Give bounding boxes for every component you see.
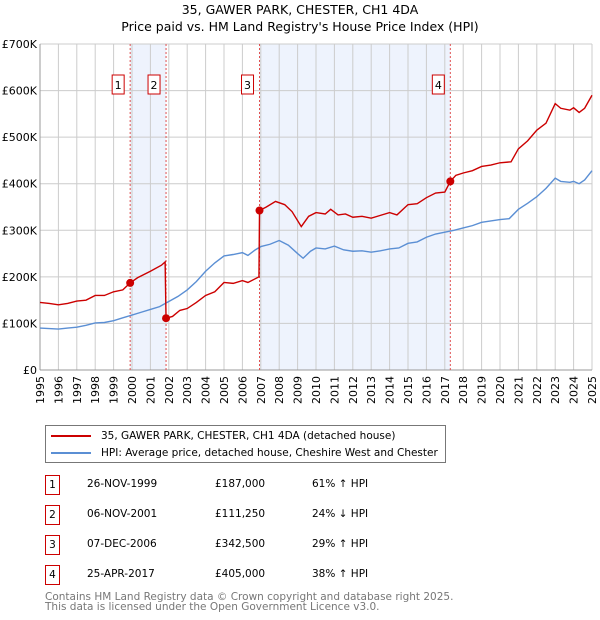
x-tick-label: 2017	[439, 376, 452, 404]
x-tick-label: 2012	[347, 376, 360, 404]
x-tick-label: 2010	[310, 376, 323, 404]
transaction-number: 4	[45, 565, 60, 585]
transaction-date: 07-DEC-2006	[87, 538, 157, 550]
x-tick-label: 2014	[384, 376, 397, 404]
x-tick-label: 2006	[236, 376, 249, 404]
x-tick-label: 1998	[89, 376, 102, 404]
legend-item-hpi: HPI: Average price, detached house, Ches…	[46, 445, 438, 461]
transaction-badge-label: 1	[115, 79, 122, 92]
transaction-point	[126, 278, 135, 287]
transaction-date: 26-NOV-1999	[87, 478, 158, 490]
x-tick-label: 2019	[476, 376, 489, 404]
x-tick-label: 2005	[218, 376, 231, 404]
transaction-price: £405,000	[215, 568, 266, 580]
transaction-number: 3	[45, 535, 60, 555]
chart-subtitle: Price paid vs. HM Land Registry's House …	[121, 19, 479, 34]
transaction-point	[255, 206, 264, 215]
transaction-hpi-diff: 38% ↑ HPI	[312, 568, 369, 580]
x-tick-label: 2001	[144, 376, 157, 404]
x-tick-label: 2013	[365, 376, 378, 404]
x-tick-label: 2007	[255, 376, 268, 404]
y-tick-label: £700K	[2, 38, 38, 51]
x-tick-label: 1995	[34, 376, 47, 404]
y-tick-label: £600K	[2, 85, 38, 98]
transaction-badge	[431, 74, 445, 95]
transaction-row: 1 26-NOV-1999 £187,000 61% ↑ HPI	[45, 475, 465, 495]
transaction-point	[446, 177, 455, 186]
transaction-row: 4 25-APR-2017 £405,000 38% ↑ HPI	[45, 565, 465, 585]
transaction-hpi-diff: 61% ↑ HPI	[312, 478, 369, 490]
y-tick-label: £200K	[2, 271, 38, 284]
x-tick-label: 2018	[457, 376, 470, 404]
transaction-badge	[147, 74, 161, 95]
x-tick-label: 2016	[420, 376, 433, 404]
legend-swatch-blue	[51, 452, 91, 454]
x-tick-label: 2002	[163, 376, 176, 404]
transaction-date: 25-APR-2017	[87, 568, 155, 580]
x-tick-label: 2004	[200, 376, 213, 404]
transaction-badge	[241, 74, 255, 95]
transaction-row: 3 07-DEC-2006 £342,500 29% ↑ HPI	[45, 535, 465, 555]
transaction-price: £342,500	[215, 538, 266, 550]
transaction-hpi-diff: 24% ↓ HPI	[312, 508, 369, 520]
transaction-point	[162, 314, 171, 323]
transaction-badge-label: 3	[244, 79, 251, 92]
x-tick-label: 2008	[273, 376, 286, 404]
y-tick-label: £400K	[2, 178, 38, 191]
x-tick-label: 2009	[292, 376, 305, 404]
shaded-period	[259, 44, 451, 370]
y-tick-label: £100K	[2, 317, 38, 330]
transaction-badge	[111, 74, 125, 95]
transaction-badge-label: 4	[435, 79, 442, 92]
transaction-number: 2	[45, 505, 60, 525]
y-tick-label: £500K	[2, 131, 38, 144]
x-tick-label: 2021	[512, 376, 525, 404]
property-price-line	[39, 94, 593, 320]
transaction-price: £187,000	[215, 478, 266, 490]
price-chart: 1995 1996 1997 1998 1999 2000 2001 2002 2003 2004…	[2, 38, 599, 404]
x-tick-label: 2015	[402, 376, 415, 404]
transaction-number: 1	[45, 475, 60, 495]
x-tick-label: 1997	[71, 376, 84, 404]
y-tick-label: £0	[23, 364, 37, 377]
shaded-period	[130, 44, 167, 370]
legend-swatch-red	[51, 435, 91, 437]
hpi-line	[39, 170, 593, 330]
transaction-row: 2 06-NOV-2001 £111,250 24% ↓ HPI	[45, 505, 465, 525]
transaction-date: 06-NOV-2001	[87, 508, 158, 520]
transaction-price: £111,250	[215, 508, 266, 520]
x-tick-label: 2023	[549, 376, 562, 404]
y-tick-label: £300K	[2, 224, 38, 237]
transaction-hpi-diff: 29% ↑ HPI	[312, 538, 369, 550]
x-tick-label: 2011	[328, 376, 341, 404]
x-tick-label: 2022	[531, 376, 544, 404]
footer-line-1: Contains HM Land Registry data © Crown c…	[45, 591, 454, 603]
x-tick-label: 1996	[52, 376, 65, 404]
x-tick-label: 2025	[586, 376, 599, 404]
footer-line-2: This data is licensed under the Open Gov…	[45, 601, 380, 613]
x-tick-label: 1999	[108, 376, 121, 404]
transaction-badge-label: 2	[151, 79, 158, 92]
legend-label: HPI: Average price, detached house, Ches…	[101, 447, 438, 459]
x-tick-label: 2024	[568, 376, 581, 404]
x-tick-label: 2000	[126, 376, 139, 404]
x-tick-label: 2003	[181, 376, 194, 404]
legend-item-property: 35, GAWER PARK, CHESTER, CH1 4DA (detach…	[46, 428, 395, 444]
legend: 35, GAWER PARK, CHESTER, CH1 4DA (detach…	[45, 425, 446, 463]
chart-title: 35, GAWER PARK, CHESTER, CH1 4DA	[181, 2, 419, 17]
x-tick-label: 2020	[494, 376, 507, 404]
legend-label: 35, GAWER PARK, CHESTER, CH1 4DA (detach…	[101, 430, 396, 442]
